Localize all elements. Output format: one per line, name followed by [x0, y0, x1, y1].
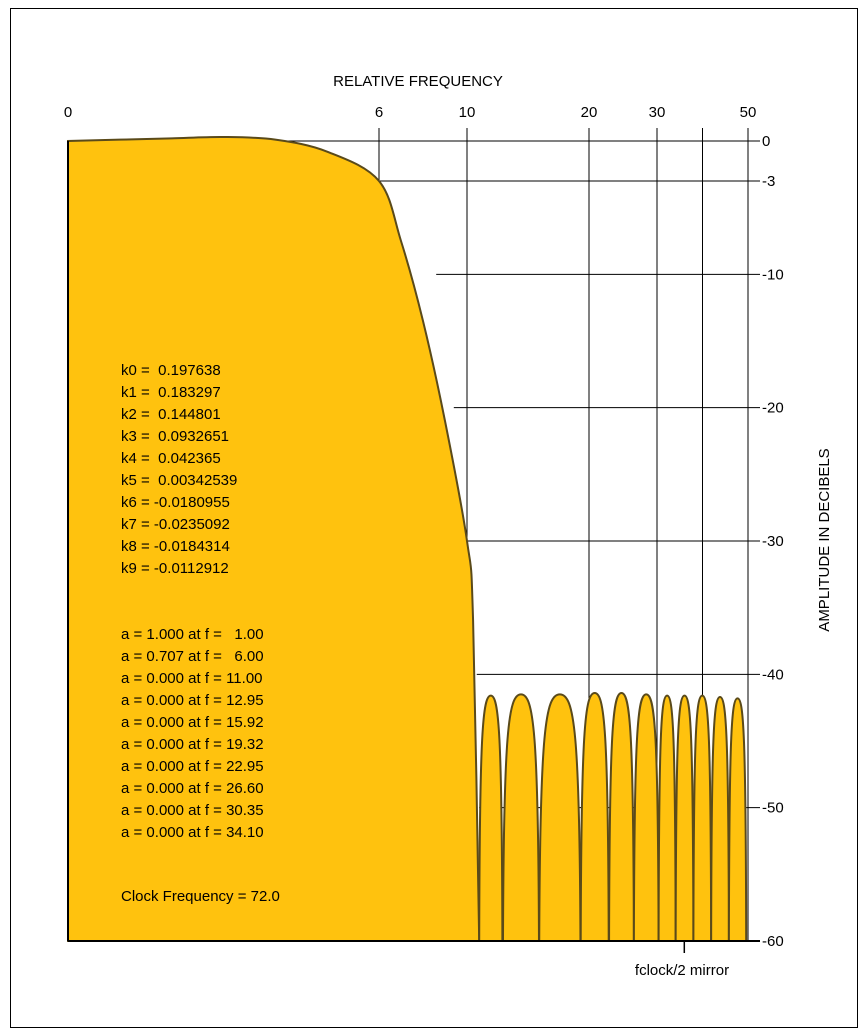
amplitude-spec-item: a = 0.000 at f = 26.60	[121, 780, 264, 797]
y-tick-label: -30	[762, 533, 784, 550]
coefficient-item: k5 = 0.00342539	[121, 472, 238, 489]
x-axis-label: RELATIVE FREQUENCY	[333, 73, 503, 90]
coefficient-list: k0 = 0.197638 k1 = 0.183297 k2 = 0.144801 k…	[121, 360, 237, 580]
stopband-lobe	[710, 695, 730, 942]
y-tick-label: -60	[762, 933, 784, 950]
y-tick-label: -20	[762, 400, 784, 417]
y-tick-label: -50	[762, 800, 784, 817]
x-tick-label: 50	[740, 104, 757, 121]
amplitude-spec-item: a = 0.000 at f = 22.95	[121, 758, 264, 775]
stopband-lobe	[657, 694, 677, 942]
coefficient-item: k9 = -0.0112912	[121, 560, 229, 577]
x-tick-label: 20	[581, 104, 598, 121]
stopband-lobe	[501, 693, 540, 942]
amplitude-spec-list: a = 1.000 at f = 1.00 a = 0.707 at f = 6.…	[121, 624, 264, 844]
amplitude-spec-item: a = 0.000 at f = 15.92	[121, 714, 264, 731]
stopband-lobe	[674, 694, 695, 942]
amplitude-spec-item: a = 0.000 at f = 12.95	[121, 692, 264, 709]
coefficient-item: k1 = 0.183297	[121, 384, 221, 401]
coefficient-item: k4 = 0.042365	[121, 450, 221, 467]
y-tick-label: -40	[762, 666, 784, 683]
x-tick-label: 6	[375, 104, 383, 121]
coefficient-item: k8 = -0.0184314	[121, 538, 230, 555]
x-tick-label: 30	[649, 104, 666, 121]
amplitude-spec-item: a = 0.707 at f = 6.00	[121, 648, 264, 665]
x-tick-label: 0	[64, 104, 72, 121]
amplitude-spec-item: a = 0.000 at f = 34.10	[121, 824, 264, 841]
y-axis-label: AMPLITUDE IN DECIBELS	[816, 448, 833, 631]
mirror-marker-label: fclock/2 mirror	[635, 962, 729, 979]
axis-layer: 0 6 10 20 30 50 0 -3 -10 -20 -30 -40 -50 -60	[64, 104, 784, 953]
y-tick-label: -3	[762, 173, 775, 190]
coefficient-item: k2 = 0.144801	[121, 406, 221, 423]
stopband-lobe	[608, 691, 635, 942]
stopband-lobe	[579, 691, 610, 942]
passband-area	[67, 135, 481, 942]
x-tick-label: 10	[459, 104, 476, 121]
amplitude-spec-item: a = 0.000 at f = 11.00	[121, 670, 263, 687]
coefficient-item: k7 = -0.0235092	[121, 516, 230, 533]
coefficient-item: k6 = -0.0180955	[121, 494, 230, 511]
amplitude-spec-item: a = 1.000 at f = 1.00	[121, 626, 264, 643]
clock-frequency-note: Clock Frequency = 72.0	[121, 888, 280, 905]
stopband-lobe	[632, 693, 660, 942]
response-area-layer	[67, 135, 748, 942]
amplitude-spec-item: a = 0.000 at f = 30.35	[121, 802, 264, 819]
coefficient-item: k3 = 0.0932651	[121, 428, 230, 445]
stopband-lobe	[692, 694, 713, 942]
y-tick-label: 0	[762, 133, 770, 150]
coefficient-item: k0 = 0.197638	[121, 362, 221, 379]
amplitude-spec-item: a = 0.000 at f = 19.32	[121, 736, 264, 753]
stopband-lobe	[538, 693, 582, 942]
y-tick-label: -10	[762, 266, 784, 283]
stopband-lobe	[727, 697, 748, 942]
stopband-lobe	[478, 694, 504, 942]
